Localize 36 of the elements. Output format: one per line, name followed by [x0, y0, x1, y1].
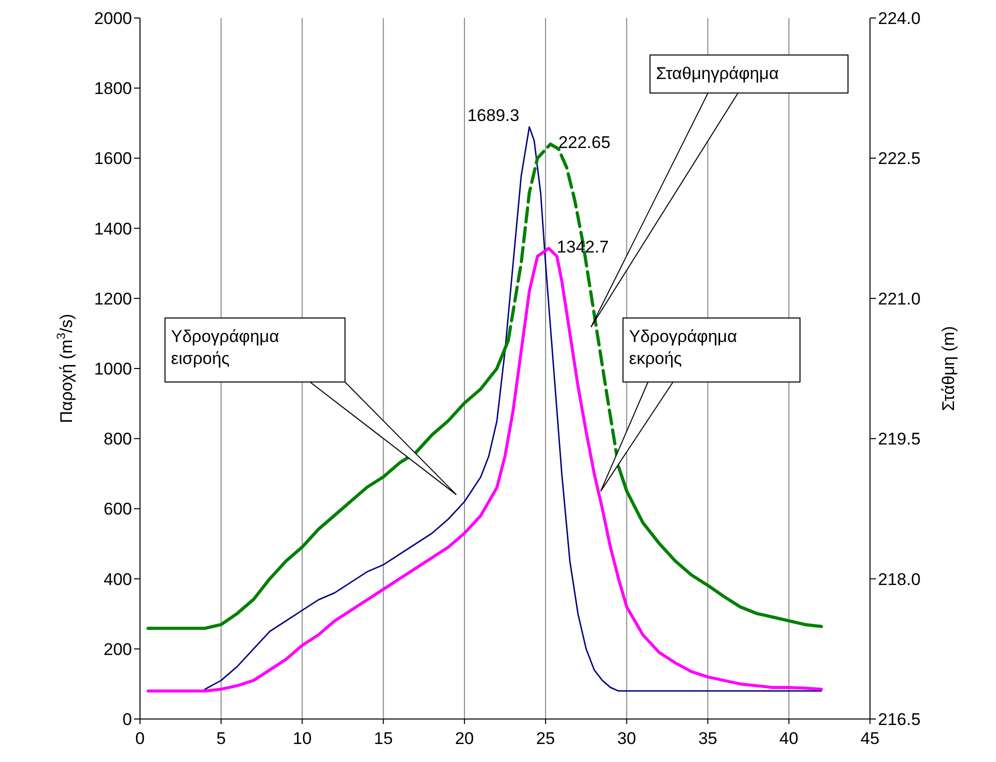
- y2-tick-label: 218.0: [878, 570, 921, 589]
- y-tick-label: 600: [104, 500, 132, 519]
- y-tick-label: 1000: [94, 360, 132, 379]
- y2-tick-label: 221.0: [878, 289, 921, 308]
- x-tick-label: 30: [617, 729, 636, 748]
- annotation: Υδρογράφημα εισροής: [171, 327, 280, 368]
- x-tick-label: 25: [536, 729, 556, 748]
- data-label: 1342.7: [556, 237, 609, 256]
- y-tick-label: 1800: [94, 79, 132, 98]
- y-tick-label: 200: [104, 640, 132, 659]
- y-tick-label: 1600: [94, 149, 132, 168]
- y-tick-label: 400: [104, 570, 132, 589]
- y-tick-label: 800: [104, 430, 132, 449]
- y-tick-label: 1200: [94, 289, 132, 308]
- x-tick-label: 15: [374, 729, 393, 748]
- y-tick-label: 1400: [94, 219, 132, 238]
- y2-tick-label: 222.5: [878, 149, 921, 168]
- x-tick-label: 0: [135, 729, 145, 748]
- y2-axis-title: Στάθμη (m): [939, 326, 958, 411]
- x-tick-label: 10: [292, 729, 312, 748]
- callout-box: Υδρογράφημα εισροής: [164, 318, 457, 496]
- x-tick-label: 45: [860, 729, 880, 748]
- y2-tick-label: 219.5: [878, 430, 921, 449]
- annotation: Σταθμηγράφημα: [656, 64, 779, 83]
- data-label: 1689.3: [467, 106, 520, 125]
- callout-box: Υδρογράφημα εκροής: [600, 318, 800, 492]
- annotation: Υδρογράφημα εκροής: [629, 327, 738, 368]
- x-tick-label: 20: [454, 729, 474, 748]
- y-tick-label: 2000: [94, 9, 132, 28]
- y-tick-label: 0: [122, 710, 132, 730]
- x-tick-label: 35: [698, 729, 718, 748]
- y2-tick-label: 224.0: [878, 9, 921, 28]
- data-label: 222.65: [558, 133, 610, 152]
- y2-tick-label: 216.5: [878, 710, 921, 730]
- x-tick-label: 40: [779, 729, 798, 748]
- x-tick-label: 5: [216, 729, 226, 748]
